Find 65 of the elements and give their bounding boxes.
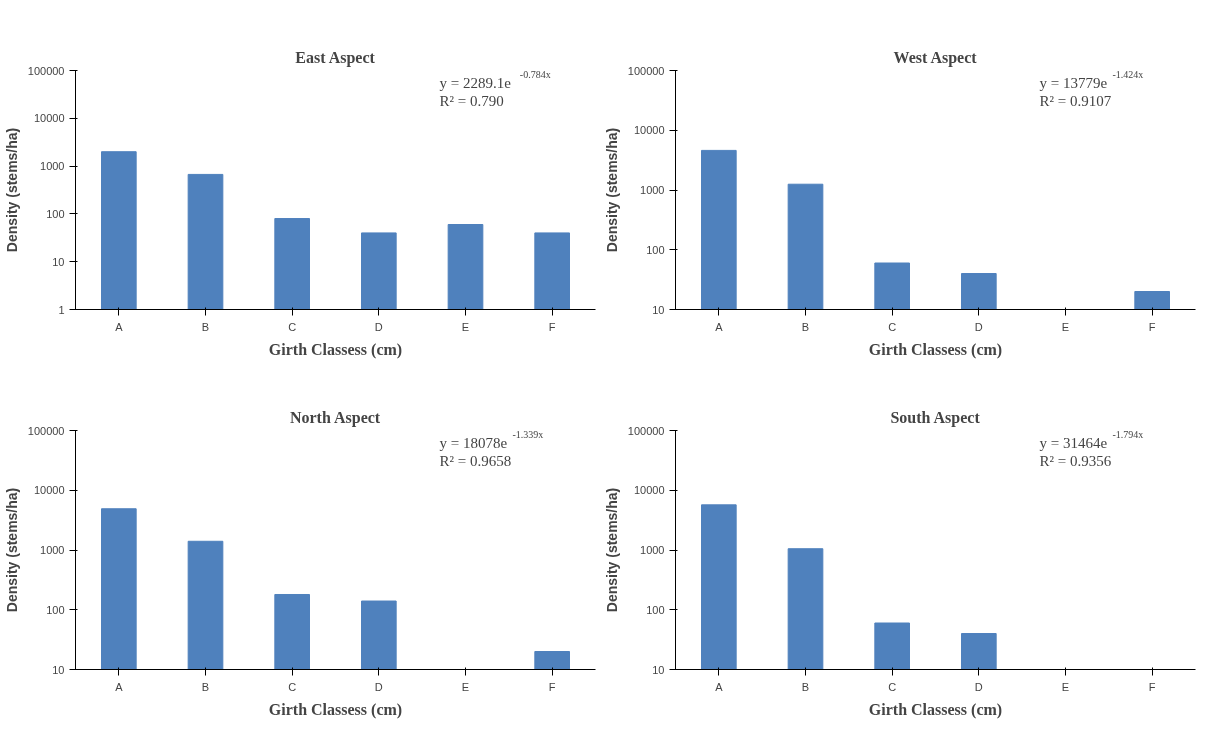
y-tick-label: 1000 (40, 160, 65, 173)
x-tick-label: A (115, 680, 124, 693)
y-tick-label: 100000 (627, 64, 665, 77)
y-tick-label: 10 (52, 255, 65, 268)
x-tick-label: C (288, 680, 297, 693)
x-tick-label: C (288, 320, 297, 333)
x-axis-title: Girth Classess (cm) (868, 340, 1003, 359)
x-axis-title: Girth Classess (cm) (868, 700, 1003, 719)
y-tick-label: 1 (58, 303, 65, 316)
x-tick-label: B (801, 680, 810, 693)
y-tick-label: 10000 (33, 484, 65, 497)
x-tick-label: B (201, 680, 210, 693)
annotation: R² = 0.790 (439, 92, 504, 109)
chart-title: East Aspect (295, 48, 376, 67)
y-tick-label: 10 (652, 303, 665, 316)
y-axis-title: Density (stems/ha) (603, 487, 620, 613)
y-tick-label: 1000 (640, 544, 665, 556)
x-tick-label: F (1148, 320, 1156, 333)
x-tick-label: C (888, 320, 897, 333)
y-axis-title: Density (stems/ha) (3, 487, 20, 613)
y-tick-label: 100 (646, 243, 665, 256)
y-tick-label: 1000 (40, 544, 65, 556)
annotation: R² = 0.9356 (1039, 452, 1112, 469)
x-tick-label: D (974, 320, 983, 333)
x-tick-label: F (1148, 680, 1156, 693)
y-tick-label: 100 (46, 207, 65, 220)
annotation: y = 18078e-1.339x (439, 428, 544, 451)
x-tick-label: F (548, 320, 556, 333)
y-tick-label: 100000 (27, 64, 65, 77)
x-tick-label: F (548, 680, 556, 693)
annotation: R² = 0.9107 (1039, 92, 1112, 109)
y-tick-label: 100000 (627, 424, 665, 437)
x-axis-title: Girth Classess (cm) (268, 700, 403, 719)
x-tick-label: E (1061, 320, 1070, 333)
x-tick-label: B (801, 320, 810, 333)
y-tick-label: 10 (652, 663, 665, 676)
annotation: R² = 0.9658 (439, 452, 512, 469)
y-tick-label: 100000 (27, 424, 65, 437)
x-tick-label: E (461, 320, 470, 333)
annotation: y = 2289.1e-0.784x (439, 68, 551, 91)
annotation: y = 31464e-1.794x (1039, 428, 1144, 451)
y-tick-label: 1000 (640, 184, 665, 196)
y-tick-label: 10 (52, 663, 65, 676)
chart-title: North Aspect (289, 408, 381, 427)
x-tick-label: E (1061, 680, 1070, 693)
x-tick-label: D (974, 680, 983, 693)
x-tick-label: E (461, 680, 470, 693)
x-tick-label: D (374, 320, 383, 333)
x-tick-label: A (715, 680, 724, 693)
x-tick-label: A (115, 320, 124, 333)
annotation: y = 13779e-1.424x (1039, 68, 1144, 91)
chart-title: South Aspect (890, 408, 981, 427)
y-axis-title: Density (stems/ha) (3, 127, 20, 253)
chart-title: West Aspect (893, 48, 978, 67)
x-axis-title: Girth Classess (cm) (268, 340, 403, 359)
y-tick-label: 100 (46, 603, 65, 616)
x-tick-label: A (715, 320, 724, 333)
y-tick-label: 10000 (633, 124, 665, 137)
y-tick-label: 10000 (33, 112, 65, 125)
y-tick-label: 100 (646, 603, 665, 616)
y-tick-label: 10000 (633, 484, 665, 497)
x-tick-label: C (888, 680, 897, 693)
x-tick-label: B (201, 320, 210, 333)
y-axis-title: Density (stems/ha) (603, 127, 620, 253)
x-tick-label: D (374, 680, 383, 693)
